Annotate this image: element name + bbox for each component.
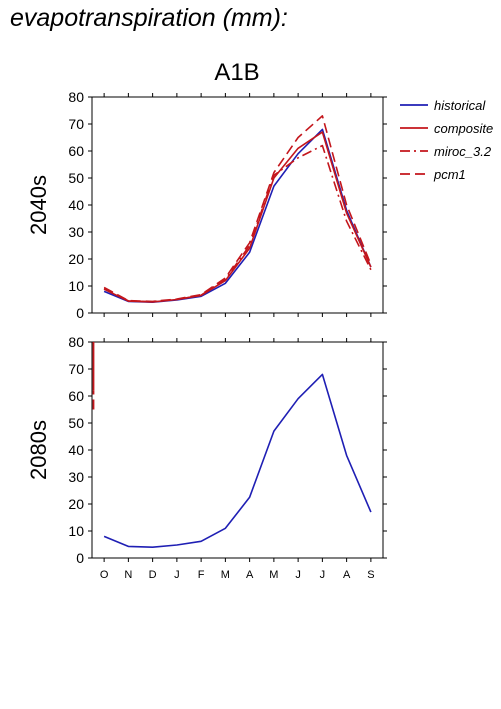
panel-2080s: 0 10 20 30 40 50 60 70 80 O N D J F M A M J J A S 2080s [26, 334, 387, 581]
x-tick-label: M [269, 569, 278, 581]
y-tick-label: 70 [68, 361, 84, 377]
y-axis-label: 2080s [26, 420, 51, 480]
legend: historical composite miroc_3.2 pcm1 [400, 98, 493, 182]
y-tick-label: 40 [68, 442, 84, 458]
series-line-miroc-3-2 [103, 144, 372, 303]
y-tick-label: 0 [76, 305, 84, 321]
y-tick-label: 80 [68, 334, 84, 350]
y-tick-label: 80 [68, 89, 84, 105]
y-tick-label: 30 [68, 224, 84, 240]
x-tick-label: J [320, 569, 326, 581]
legend-label: composite [434, 121, 493, 136]
legend-label: pcm1 [433, 167, 466, 182]
chart-title: A1B [214, 59, 259, 86]
y-tick-label: 50 [68, 170, 84, 186]
x-tick-label: A [343, 569, 351, 581]
x-tick-label: F [198, 569, 205, 581]
x-tick-label: O [100, 569, 109, 581]
panel-2040s: 0 10 20 30 40 50 60 70 80 2040s [26, 89, 387, 321]
y-tick-label: 30 [68, 469, 84, 485]
legend-label: miroc_3.2 [434, 144, 492, 159]
series-line-historical [103, 128, 372, 304]
y-tick-label: 20 [68, 251, 84, 267]
series-line-historical [103, 373, 372, 549]
plot-frame [91, 341, 384, 559]
x-tick-label: N [124, 569, 132, 581]
x-tick-label: M [221, 569, 230, 581]
page-title: evapotranspiration (mm): [10, 4, 288, 32]
y-tick-label: 60 [68, 388, 84, 404]
series-line-pcm1 [103, 115, 372, 303]
y-tick-label: 10 [68, 278, 84, 294]
legend-label: historical [434, 98, 486, 113]
y-axis-label: 2040s [26, 175, 51, 235]
x-tick-label: J [174, 569, 180, 581]
y-tick-label: 50 [68, 415, 84, 431]
y-tick-label: 10 [68, 523, 84, 539]
plot-frame [91, 96, 384, 314]
y-tick-label: 60 [68, 143, 84, 159]
x-tick-label: S [367, 569, 374, 581]
y-tick-label: 70 [68, 116, 84, 132]
x-tick-label: J [295, 569, 301, 581]
y-tick-label: 20 [68, 496, 84, 512]
y-tick-label: 40 [68, 197, 84, 213]
y-tick-label: 0 [76, 550, 84, 566]
x-tick-label: A [246, 569, 254, 581]
x-tick-label: D [149, 569, 157, 581]
